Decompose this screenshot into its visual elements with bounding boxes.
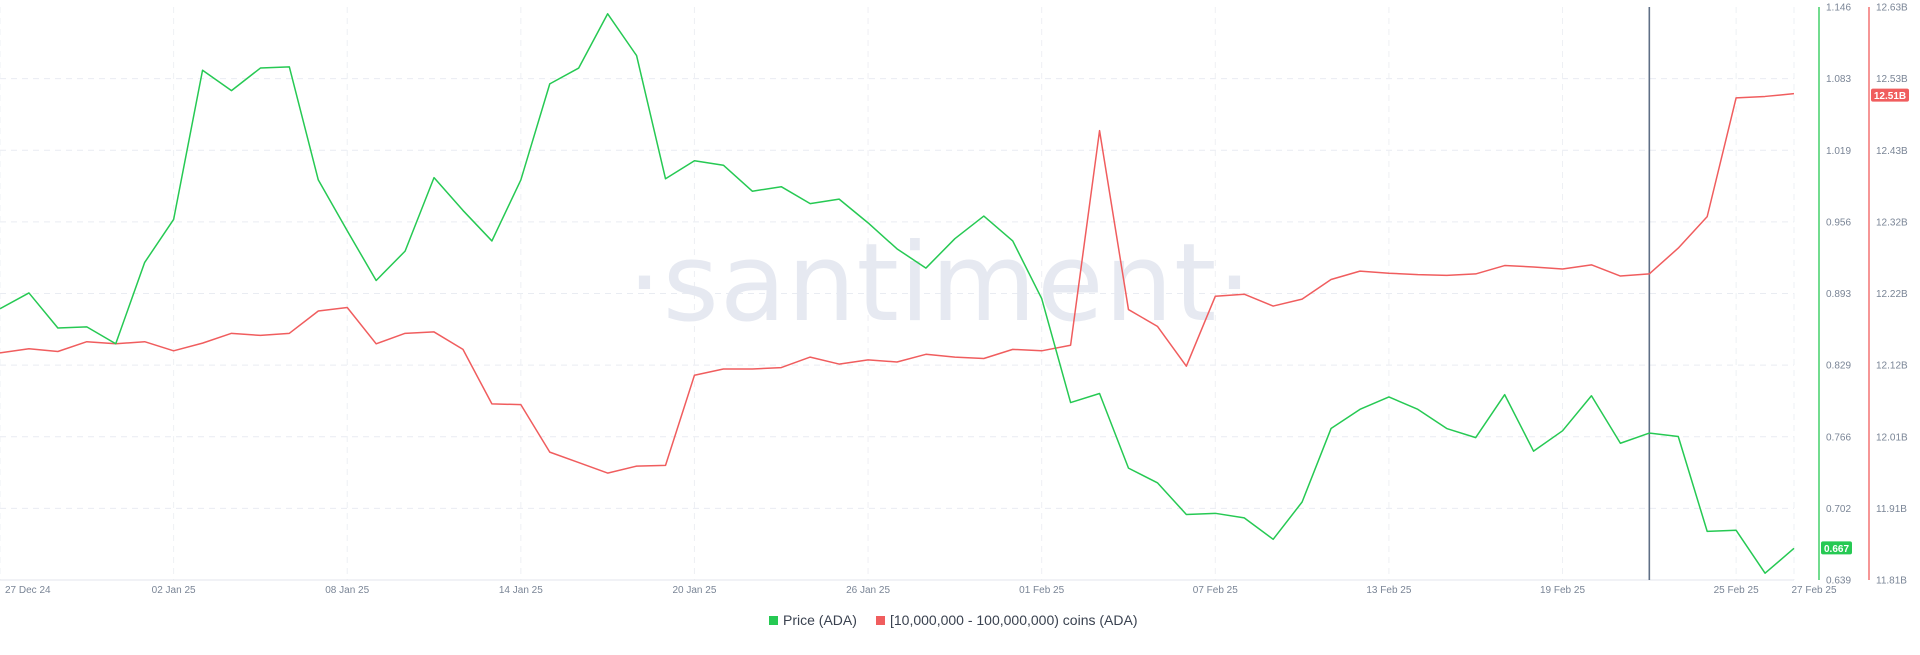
left-axis-tick-label: 0.956 (1826, 217, 1851, 228)
x-tick-label: 25 Feb 25 (1714, 585, 1759, 596)
left-axis-ticks: 1.146 1.083 1.019 0.956 0.893 0.829 0.766 0.702… (1826, 3, 1851, 587)
x-tick-label: 27 Dec 24 (5, 585, 51, 596)
legend-label-price: Price (ADA) (783, 612, 857, 628)
x-tick-label: 19 Feb 25 (1540, 585, 1585, 596)
legend: Price (ADA) [10,000,000 - 100,000,000) co… (769, 612, 1138, 628)
legend-swatch-holders (876, 616, 885, 625)
x-tick-label: 27 Feb 25 (1791, 585, 1836, 596)
series-lines (0, 13, 1795, 574)
left-axis-tick-label: 0.702 (1826, 504, 1851, 515)
left-axis-tick-label: 0.766 (1826, 432, 1851, 443)
watermark: ·santiment· (627, 221, 1252, 346)
axes (0, 7, 1870, 581)
right-axis-tick-label: 12.53B (1876, 74, 1908, 85)
right-axis-tick-label: 12.32B (1876, 217, 1908, 228)
right-axis-tick-label: 11.81B (1876, 576, 1907, 587)
left-axis-tick-label: 0.829 (1826, 361, 1851, 372)
right-axis-tick-label: 11.91B (1876, 504, 1907, 515)
left-axis-tick-label: 0.639 (1826, 576, 1851, 587)
current-value-badges: 0.667 12.51B (1821, 88, 1909, 555)
legend-swatch-price (769, 616, 778, 625)
right-axis-ticks: 12.63B 12.53B 12.43B 12.32B 12.22B 12.12B 12.0… (1876, 3, 1908, 587)
right-axis-tick-label: 12.43B (1876, 146, 1908, 157)
x-tick-label: 26 Jan 25 (846, 585, 890, 596)
right-axis-tick-label: 12.22B (1876, 289, 1908, 300)
price-current-value: 0.667 (1824, 544, 1849, 555)
left-axis-tick-label: 0.893 (1826, 289, 1851, 300)
price-line (0, 13, 1795, 574)
x-tick-label: 08 Jan 25 (325, 585, 369, 596)
x-tick-label: 01 Feb 25 (1019, 585, 1064, 596)
x-axis-ticks: 27 Dec 24 02 Jan 25 08 Jan 25 14 Jan 25 20 J… (5, 585, 1837, 596)
x-tick-label: 07 Feb 25 (1193, 585, 1238, 596)
left-axis-tick-label: 1.019 (1826, 146, 1851, 157)
x-tick-label: 20 Jan 25 (672, 585, 716, 596)
x-tick-label: 02 Jan 25 (152, 585, 196, 596)
price-current-badge (1821, 541, 1852, 555)
right-axis-tick-label: 12.63B (1876, 3, 1908, 14)
holders-current-badge (1871, 88, 1909, 102)
legend-label-holders: [10,000,000 - 100,000,000) coins (ADA) (890, 612, 1138, 628)
right-axis-tick-label: 12.01B (1876, 432, 1908, 443)
holders-line (0, 92, 1795, 474)
x-tick-label: 13 Feb 25 (1366, 585, 1411, 596)
holders-current-value: 12.51B (1874, 91, 1906, 102)
x-tick-label: 14 Jan 25 (499, 585, 543, 596)
right-axis-tick-label: 12.12B (1876, 361, 1908, 372)
left-axis-tick-label: 1.146 (1826, 3, 1851, 14)
left-axis-tick-label: 1.083 (1826, 74, 1851, 85)
grid-lines (0, 7, 1795, 580)
